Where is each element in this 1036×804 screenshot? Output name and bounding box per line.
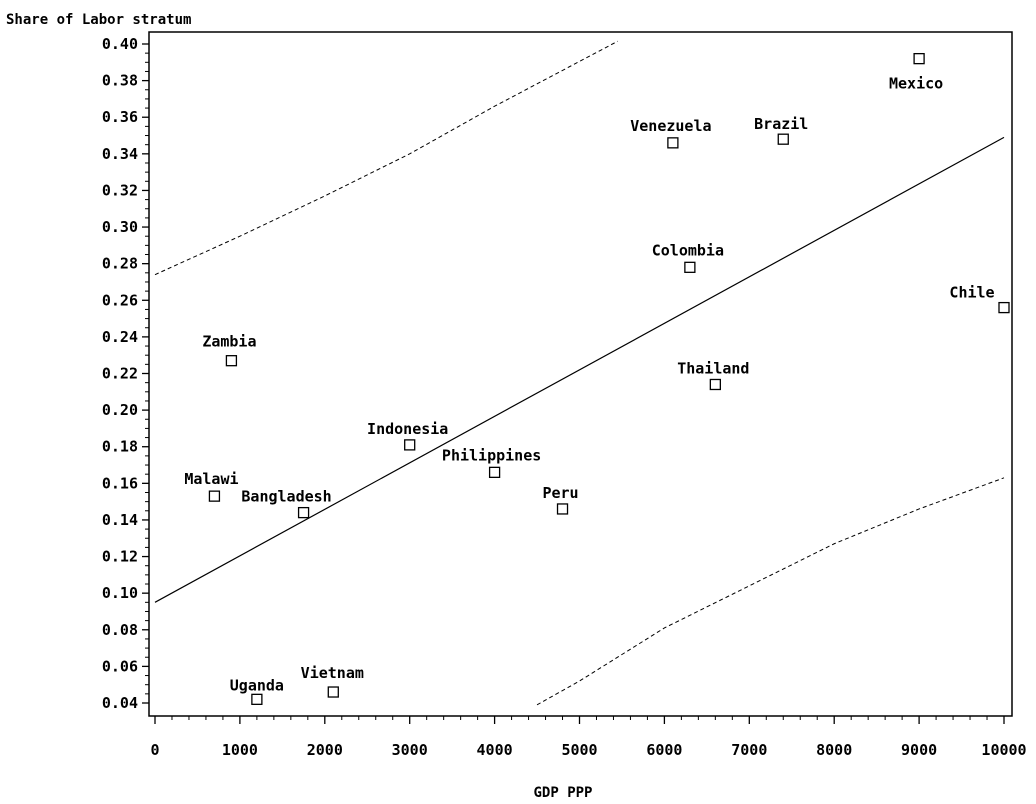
y-tick-label: 0.16	[102, 474, 138, 492]
point-label-zambia: Zambia	[202, 333, 256, 351]
point-marker-colombia	[684, 261, 696, 273]
x-tick-label: 2000	[307, 741, 343, 759]
x-axis-title: GDP PPP	[533, 785, 592, 801]
point-marker-philippines	[488, 466, 501, 479]
point-marker-mexico	[913, 52, 925, 65]
point-label-uganda: Uganda	[230, 676, 284, 694]
regression-line	[154, 136, 1005, 603]
point-label-vietnam: Vietnam	[301, 664, 364, 682]
y-tick-label: 0.26	[102, 291, 138, 309]
point-marker-malawi	[208, 490, 221, 502]
x-axis-ticks: 0 1000 2000 3000 4000 5000 6000 7000 8000 9000 100…	[150, 716, 1027, 759]
x-tick-label: 8000	[816, 741, 852, 759]
y-tick-label: 0.14	[102, 511, 138, 529]
y-tick-label: 0.40	[102, 35, 138, 53]
x-tick-label: 7000	[731, 741, 767, 759]
y-tick-label: 0.24	[102, 328, 138, 346]
point-marker-venezuela	[667, 137, 679, 149]
y-tick-label: 0.30	[102, 218, 138, 236]
point-label-chile: Chile	[949, 284, 994, 302]
point-marker-uganda	[251, 693, 263, 705]
x-tick-label: 6000	[646, 741, 682, 759]
point-marker-indonesia	[404, 439, 416, 451]
lower-confidence-line	[536, 477, 1005, 706]
point-label-indonesia: Indonesia	[367, 420, 448, 438]
point-marker-peru	[556, 503, 569, 515]
point-label-malawi: Malawi	[184, 470, 238, 488]
point-label-brazil: Brazil	[754, 115, 808, 133]
y-tick-label: 0.04	[102, 694, 138, 712]
y-tick-label: 0.22	[102, 365, 138, 383]
y-tick-label: 0.06	[102, 657, 138, 675]
y-tick-label: 0.32	[102, 181, 138, 199]
x-tick-label: 5000	[561, 741, 597, 759]
upper-confidence-line	[154, 40, 618, 276]
y-tick-label: 0.10	[102, 584, 138, 602]
fit-line	[154, 136, 1005, 603]
point-marker-vietnam	[327, 686, 339, 698]
plot-frame	[148, 31, 1013, 717]
y-tick-label: 0.36	[102, 108, 138, 126]
y-tick-label: 0.38	[102, 72, 138, 90]
x-tick-label: 3000	[392, 741, 428, 759]
y-tick-label: 0.34	[102, 145, 138, 163]
y-tick-label: 0.12	[102, 548, 138, 566]
point-label-venezuela: Venezuela	[630, 117, 711, 135]
point-label-mexico: Mexico	[889, 75, 943, 93]
point-marker-zambia	[225, 355, 238, 367]
point-label-thailand: Thailand	[677, 359, 749, 377]
point-marker-thailand	[709, 378, 721, 391]
y-tick-label: 0.18	[102, 438, 138, 456]
y-tick-label: 0.08	[102, 621, 138, 639]
point-label-colombia: Colombia	[652, 241, 724, 259]
confidence-bands	[154, 40, 1005, 706]
x-tick-label: 1000	[222, 741, 258, 759]
point-marker-bangladesh	[297, 506, 310, 519]
y-tick-label: 0.20	[102, 401, 138, 419]
point-label-peru: Peru	[542, 484, 578, 502]
data-points: Mexico Venezuela Brazil Colombia Chile Zambia…	[184, 52, 1010, 705]
x-tick-label: 0	[150, 741, 159, 759]
y-tick-label: 0.28	[102, 255, 138, 273]
point-marker-chile	[998, 301, 1010, 314]
point-label-philippines: Philippines	[442, 446, 541, 464]
x-tick-label: 10000	[981, 741, 1026, 759]
x-tick-label: 4000	[477, 741, 513, 759]
y-axis-title: Share of Labor stratum	[6, 12, 191, 28]
point-marker-brazil	[777, 133, 789, 145]
x-tick-label: 9000	[901, 741, 937, 759]
point-label-bangladesh: Bangladesh	[241, 488, 331, 506]
y-axis-ticks: 0.04 0.06 0.08 0.10 0.12 0.14 0.16 0.18 0.20 0.22…	[102, 35, 149, 712]
